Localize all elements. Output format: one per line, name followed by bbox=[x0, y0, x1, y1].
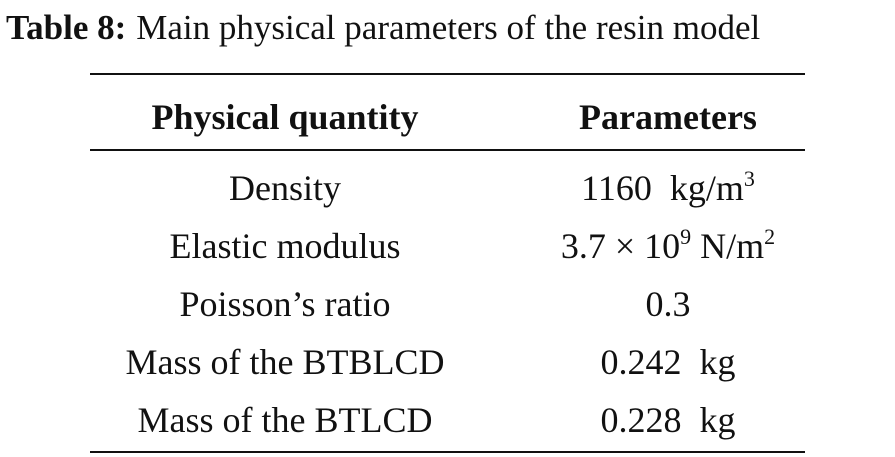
parameter-text: 0.242 kg bbox=[600, 342, 736, 382]
caption-label: Table 8: bbox=[6, 8, 127, 47]
header-cell: Physical quantity bbox=[151, 97, 419, 137]
parameter-text: 0.228 kg bbox=[600, 400, 736, 440]
parameter-text: 1160 kg/m bbox=[581, 168, 744, 208]
caption: Table 8: Main physical parameters of the … bbox=[6, 8, 760, 48]
parameter-cell: 0.242 kg bbox=[468, 342, 868, 382]
superscript: 9 bbox=[680, 224, 692, 249]
parameter-cell: 1160 kg/m3 bbox=[468, 166, 868, 209]
parameter-cell: 0.228 kg bbox=[468, 400, 868, 440]
parameter-cell: 0.3 bbox=[468, 284, 868, 324]
quantity-cell: Mass of the BTBLCD bbox=[125, 342, 445, 382]
bottom-rule bbox=[90, 451, 805, 453]
parameter-text: 0.3 bbox=[645, 284, 691, 324]
quantity-cell: Elastic modulus bbox=[169, 226, 401, 266]
top-rule bbox=[90, 73, 805, 75]
header-rule bbox=[90, 149, 805, 151]
quantity-cell: Poisson’s ratio bbox=[179, 284, 391, 324]
quantity-cell: Density bbox=[229, 168, 341, 208]
caption-text: Main physical parameters of the resin mo… bbox=[136, 8, 761, 47]
superscript: 3 bbox=[743, 166, 755, 191]
superscript: 2 bbox=[764, 224, 776, 249]
header-cell: Parameters bbox=[579, 97, 757, 137]
parameter-text: 3.7 × 10 bbox=[560, 226, 681, 266]
quantity-cell: Mass of the BTLCD bbox=[137, 400, 433, 440]
parameter-text: N/m bbox=[691, 226, 765, 266]
parameter-cell: 3.7 × 109 N/m2 bbox=[468, 224, 868, 267]
